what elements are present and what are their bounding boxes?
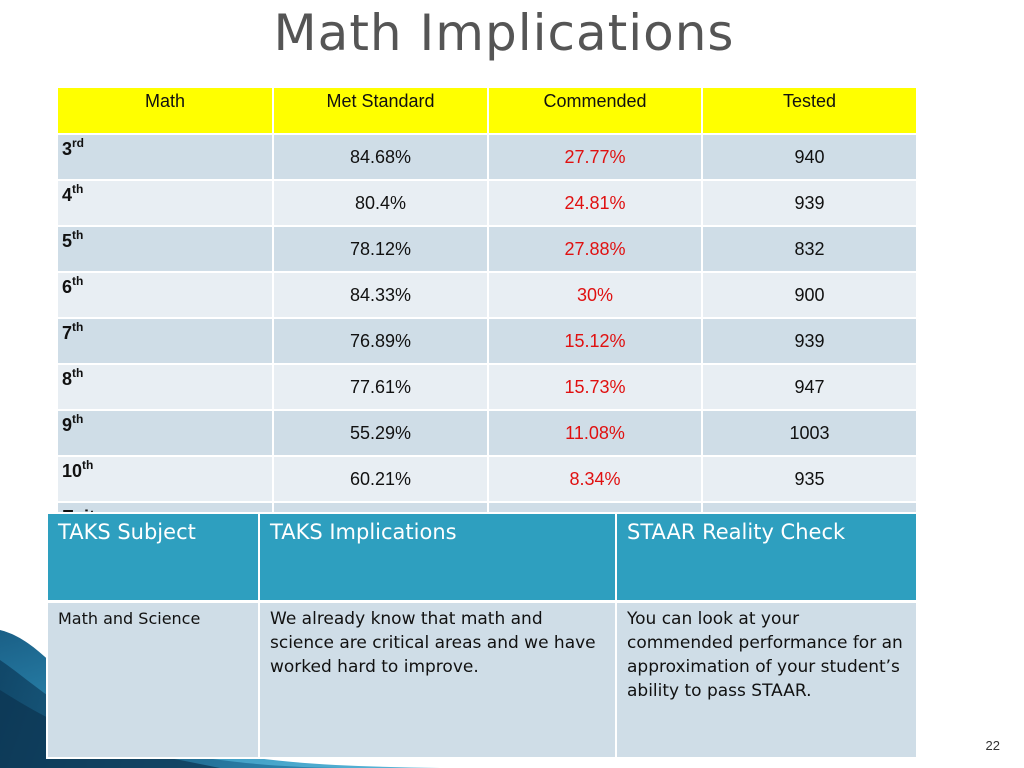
commended-cell: 24.81% (487, 179, 703, 227)
grade-label: 3 (62, 139, 73, 159)
header-taks-subject: TAKS Subject (46, 512, 260, 603)
table-row: 5th 78.12% 27.88% 832 (56, 225, 918, 273)
table-row: Math and Science We already know that ma… (46, 600, 918, 759)
table-row: 4th 80.4% 24.81% 939 (56, 179, 918, 227)
grade-cell: 7th (56, 317, 274, 365)
met-cell: 84.33% (272, 271, 489, 319)
header-met-standard: Met Standard (272, 86, 489, 135)
tested-cell: 1003 (701, 409, 918, 457)
met-cell: 80.4% (272, 179, 489, 227)
grade-cell: 8th (56, 363, 274, 411)
grade-suffix: th (72, 274, 84, 288)
grade-cell: 9th (56, 409, 274, 457)
grade-suffix: th (82, 458, 94, 472)
grade-suffix: th (72, 182, 84, 196)
taks-staar-table: TAKS Subject TAKS Implications STAAR Rea… (46, 512, 918, 759)
met-cell: 60.21% (272, 455, 489, 503)
header-tested: Tested (701, 86, 918, 135)
grade-label: 4 (62, 185, 73, 205)
grade-suffix: rd (72, 136, 85, 150)
table-row: 3rd 84.68% 27.77% 940 (56, 133, 918, 181)
grade-suffix: th (72, 412, 84, 426)
tested-cell: 940 (701, 133, 918, 181)
table-row: 6th 84.33% 30% 900 (56, 271, 918, 319)
grade-suffix: th (72, 320, 84, 334)
grade-suffix: th (72, 366, 84, 380)
tested-cell: 939 (701, 317, 918, 365)
grade-cell: 10th (56, 455, 274, 503)
grade-label: 9 (62, 415, 73, 435)
slide-number: 22 (985, 738, 1000, 753)
subject-cell: Math and Science (46, 600, 260, 759)
commended-cell: 30% (487, 271, 703, 319)
met-cell: 55.29% (272, 409, 489, 457)
commended-cell: 15.12% (487, 317, 703, 365)
tested-cell: 939 (701, 179, 918, 227)
header-staar-reality-check: STAAR Reality Check (615, 512, 918, 603)
header-taks-implications: TAKS Implications (258, 512, 617, 603)
table-row: 10th 60.21% 8.34% 935 (56, 455, 918, 503)
commended-cell: 27.77% (487, 133, 703, 181)
met-cell: 78.12% (272, 225, 489, 273)
grade-label: 7 (62, 323, 73, 343)
grade-label: 5 (62, 231, 73, 251)
math-results-table: Math Met Standard Commended Tested 3rd 8… (56, 86, 918, 549)
commended-cell: 15.73% (487, 363, 703, 411)
grade-cell: 5th (56, 225, 274, 273)
commended-cell: 27.88% (487, 225, 703, 273)
tested-cell: 832 (701, 225, 918, 273)
grade-suffix: th (72, 228, 84, 242)
header-row: TAKS Subject TAKS Implications STAAR Rea… (46, 512, 918, 603)
reality-check-cell: You can look at your commended performan… (615, 600, 918, 759)
header-commended: Commended (487, 86, 703, 135)
met-cell: 77.61% (272, 363, 489, 411)
table-row: 7th 76.89% 15.12% 939 (56, 317, 918, 365)
table-row: 9th 55.29% 11.08% 1003 (56, 409, 918, 457)
implications-cell: We already know that math and science ar… (258, 600, 617, 759)
commended-cell: 11.08% (487, 409, 703, 457)
table-row: 8th 77.61% 15.73% 947 (56, 363, 918, 411)
header-math: Math (56, 86, 274, 135)
grade-cell: 6th (56, 271, 274, 319)
grade-cell: 4th (56, 179, 274, 227)
grade-label: 10 (62, 461, 83, 481)
tested-cell: 935 (701, 455, 918, 503)
slide-title: Math Implications (273, 4, 735, 62)
met-cell: 84.68% (272, 133, 489, 181)
met-cell: 76.89% (272, 317, 489, 365)
header-row: Math Met Standard Commended Tested (56, 86, 918, 135)
tested-cell: 947 (701, 363, 918, 411)
tested-cell: 900 (701, 271, 918, 319)
grade-label: 8 (62, 369, 73, 389)
commended-cell: 8.34% (487, 455, 703, 503)
grade-cell: 3rd (56, 133, 274, 181)
grade-label: 6 (62, 277, 73, 297)
